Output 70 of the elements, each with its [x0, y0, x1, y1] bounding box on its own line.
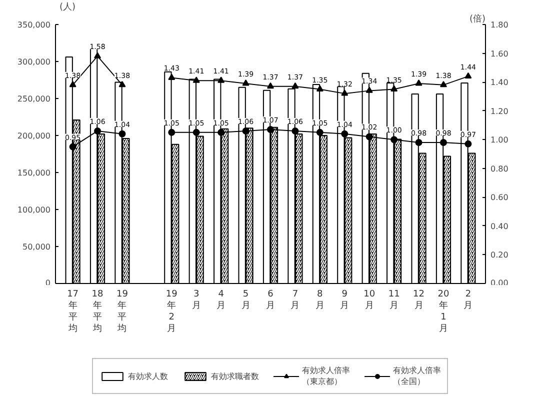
point — [366, 86, 373, 93]
x-tick-label: 17年平均 — [67, 290, 79, 334]
x-tick-label: 10月 — [364, 290, 376, 311]
x-tick-label: 11月 — [388, 290, 400, 311]
x-tick-label: 3月 — [192, 290, 201, 311]
y-axis-title: (人) — [60, 2, 76, 12]
point — [440, 80, 447, 88]
point — [464, 140, 472, 148]
point — [218, 128, 225, 136]
y2-tick-label: 0.20 — [490, 250, 508, 260]
y2-axis-title: (倍) — [469, 14, 486, 24]
legend-label: 有効求人倍率（東京都） — [302, 365, 350, 387]
y-tick-label: 300,000 — [17, 58, 51, 66]
point — [192, 128, 200, 136]
point — [218, 76, 225, 83]
point — [242, 80, 250, 86]
point — [242, 127, 250, 134]
x-tick-label: 5月 — [241, 290, 250, 311]
point — [415, 138, 422, 146]
y2-tick-label: 1.00 — [490, 136, 508, 145]
y2-tick-label: 1.20 — [490, 106, 508, 116]
x-tick-label: 18年平均 — [92, 290, 104, 334]
legend-label: 有効求職者数 — [211, 370, 259, 382]
point — [316, 85, 324, 92]
x-tick-label: 19年2月 — [166, 290, 178, 334]
point — [341, 130, 348, 138]
x-tick-label: 4月 — [216, 290, 226, 311]
y-tick-label: 250,000 — [17, 94, 51, 104]
x-tick-label: 12月 — [413, 290, 425, 311]
point — [94, 127, 102, 134]
y2-tick-label: 0.80 — [490, 164, 508, 174]
y2-tick-label: 0.40 — [490, 222, 508, 231]
y2-tick-label: 1.40 — [490, 78, 508, 88]
x-tick-label: 19年平均 — [116, 290, 128, 334]
point — [168, 128, 176, 136]
legend-label: 有効求人倍率（全国） — [393, 365, 441, 387]
point — [168, 74, 176, 80]
y2-tick-label: 0.60 — [490, 193, 508, 202]
point — [464, 72, 472, 79]
point — [118, 80, 126, 88]
point — [390, 85, 398, 92]
y-tick-label: 100,000 — [17, 206, 51, 214]
point — [292, 82, 299, 89]
point — [69, 80, 76, 88]
y-tick-label: 50,000 — [22, 242, 51, 252]
point — [341, 90, 348, 96]
point — [94, 52, 102, 58]
point — [69, 143, 76, 150]
y2-tick-label: 1.60 — [490, 49, 508, 58]
point — [316, 128, 324, 136]
x-tick-label: 9月 — [340, 290, 350, 311]
point — [292, 127, 299, 134]
point — [415, 80, 422, 86]
y2-tick-label: 1.80 — [490, 20, 508, 30]
point — [366, 133, 373, 140]
y-tick-label: 350,000 — [17, 20, 51, 30]
x-tick-label: 2月 — [464, 290, 473, 311]
point — [440, 138, 447, 146]
point — [267, 82, 274, 89]
point — [390, 136, 398, 144]
x-tick-label: 8月 — [315, 290, 324, 311]
point — [118, 130, 126, 138]
point — [267, 126, 274, 134]
y-tick-label: 150,000 — [17, 168, 51, 178]
x-tick-label: 7月 — [290, 290, 300, 311]
point — [192, 76, 200, 83]
y-tick-label: 200,000 — [17, 132, 51, 140]
x-tick-label: 20年1月 — [438, 290, 450, 334]
x-tick-label: 6月 — [266, 290, 275, 311]
legend-label: 有効求人数 — [128, 370, 168, 382]
